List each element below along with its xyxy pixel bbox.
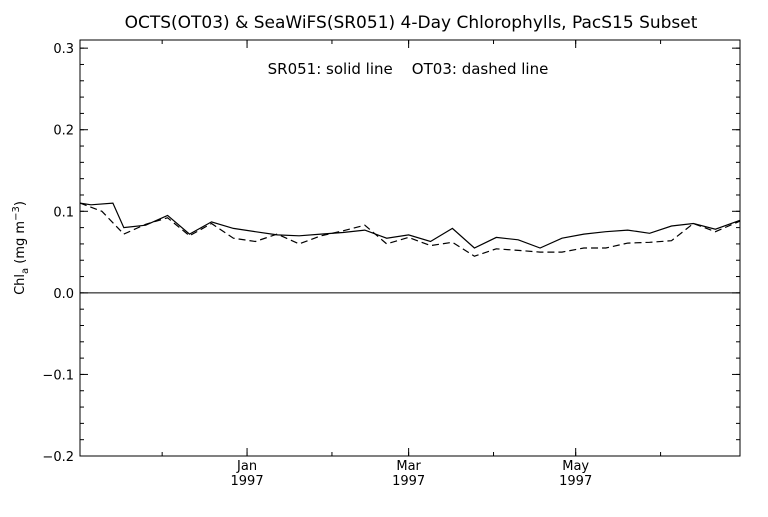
x-tick-year: 1997 bbox=[392, 474, 425, 489]
x-tick-month: May bbox=[562, 459, 589, 474]
x-tick-month: Jan bbox=[236, 459, 257, 474]
chart-title: OCTS(OT03) & SeaWiFS(SR051) 4-Day Chloro… bbox=[125, 13, 698, 33]
x-tick-year: 1997 bbox=[559, 474, 592, 489]
series-line-sr051 bbox=[79, 202, 741, 249]
y-axis-label: Chla (mg m−3) bbox=[11, 201, 31, 295]
y-tick-label: 0.1 bbox=[53, 205, 74, 220]
y-tick-label: 0.2 bbox=[53, 124, 74, 139]
legend-note: SR051: solid line OT03: dashed line bbox=[268, 60, 549, 78]
plot-frame bbox=[79, 39, 741, 457]
x-tick-year: 1997 bbox=[231, 474, 264, 489]
x-tick-month: Mar bbox=[396, 459, 421, 474]
y-tick-label: −0.1 bbox=[42, 368, 74, 383]
series-line-ot03 bbox=[79, 202, 741, 257]
y-tick-label: −0.2 bbox=[42, 450, 74, 465]
y-tick-label: 0.3 bbox=[53, 42, 74, 57]
series-layer bbox=[79, 202, 741, 257]
y-axis: 0.3 0.2 0.1 0.0 −0.1 −0.2 bbox=[42, 42, 740, 465]
y-tick-label: 0.0 bbox=[53, 287, 74, 302]
